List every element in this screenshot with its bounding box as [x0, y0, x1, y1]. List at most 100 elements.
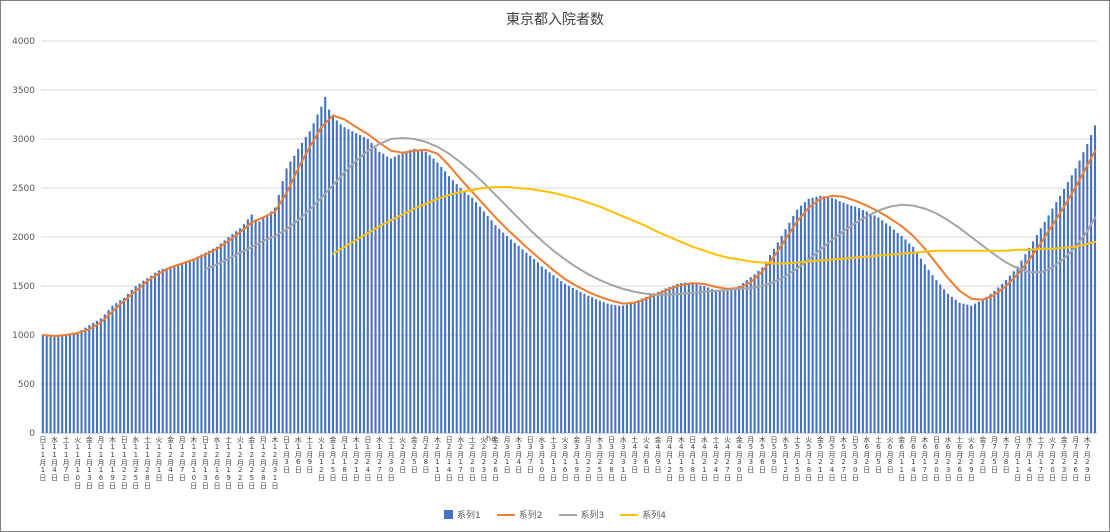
- bar: [738, 286, 741, 433]
- x-axis-label: 火4月27日: [723, 436, 732, 481]
- bar: [343, 127, 346, 433]
- bar: [41, 335, 44, 433]
- bar: [231, 234, 234, 433]
- bar: [579, 291, 582, 433]
- legend-item-系列2[interactable]: 系列2: [496, 508, 543, 521]
- bar: [494, 225, 497, 433]
- x-axis-label: 日7月11日: [1013, 436, 1022, 481]
- bar: [676, 284, 679, 433]
- x-axis-label: 火3月16日: [561, 436, 570, 481]
- bar: [324, 96, 327, 434]
- legend-label: 系列1: [457, 511, 481, 521]
- legend-item-系列4[interactable]: 系列4: [620, 508, 666, 521]
- bar: [432, 158, 435, 433]
- bar: [900, 236, 903, 433]
- legend-label: 系列3: [580, 511, 605, 521]
- bar: [610, 304, 613, 433]
- bar: [227, 237, 230, 433]
- bar: [672, 285, 675, 433]
- legend-label: 系列4: [642, 511, 666, 521]
- x-axis-label: 火1月12日: [317, 436, 326, 481]
- bar: [885, 223, 888, 433]
- x-axis-label: 金2月5日: [410, 436, 419, 473]
- legend-item-系列3[interactable]: 系列3: [558, 508, 605, 521]
- bar: [954, 299, 957, 433]
- stray-annotation: ha: [486, 434, 496, 443]
- bar: [413, 148, 416, 434]
- x-axis-label: 金12月25日: [247, 436, 256, 489]
- bar: [266, 215, 269, 433]
- bar: [490, 220, 493, 433]
- chart-title: 東京都入院者数: [506, 12, 604, 28]
- bar: [312, 123, 315, 434]
- x-axis-label: 日1月24日: [363, 436, 372, 481]
- x-axis-label: 月12月7日: [178, 436, 187, 481]
- x-axis-label: 月5月24日: [828, 436, 836, 481]
- bar: [989, 293, 992, 433]
- x-axis-label: 日1月3日: [282, 436, 291, 473]
- bar: [212, 248, 215, 433]
- legend-item-系列1[interactable]: 系列1: [444, 508, 481, 521]
- bar: [351, 131, 354, 433]
- bar: [1004, 280, 1008, 433]
- bar: [498, 228, 501, 433]
- bar: [358, 135, 362, 433]
- bar: [150, 275, 153, 433]
- bar: [192, 258, 195, 433]
- bar: [277, 194, 280, 433]
- bar: [1086, 143, 1089, 433]
- bar: [788, 222, 791, 433]
- bar: [99, 318, 102, 433]
- x-axis-label: 木7月29日: [1083, 436, 1092, 481]
- bar: [447, 176, 451, 433]
- legend-marker-系列2: [496, 513, 515, 516]
- bar: [215, 246, 218, 433]
- bar: [92, 322, 95, 434]
- bar: [204, 252, 207, 433]
- bar: [57, 336, 60, 433]
- x-axis-label: 木5月6日: [758, 436, 767, 473]
- legend-label: 系列2: [518, 511, 543, 521]
- bar: [181, 263, 184, 433]
- bar: [362, 137, 365, 433]
- x-axis-label: 木4月15日: [677, 436, 686, 481]
- bar: [912, 246, 915, 433]
- bar: [575, 289, 578, 433]
- bar: [606, 303, 609, 433]
- x-axis-label: 水5月12日: [781, 436, 790, 481]
- bar: [536, 262, 540, 433]
- bar: [254, 219, 257, 433]
- bar: [567, 286, 570, 433]
- bar: [424, 151, 427, 433]
- x-axis-label: 火11月10日: [73, 436, 82, 489]
- bar: [618, 305, 621, 433]
- bar: [552, 275, 555, 433]
- bar: [444, 171, 447, 434]
- bar: [977, 301, 980, 433]
- x-axis-label: 金4月9日: [654, 436, 662, 473]
- bar: [482, 211, 485, 433]
- bar: [916, 252, 919, 433]
- legend: 系列1 系列2 系列3 系列4: [1, 508, 1109, 521]
- bar: [714, 289, 717, 433]
- bar: [726, 290, 729, 433]
- x-axis-label: 土12月19日: [224, 436, 233, 489]
- bar: [571, 288, 574, 433]
- bar: [815, 196, 818, 433]
- bar: [819, 195, 822, 433]
- x-axis-label: 水11月4日: [50, 436, 59, 481]
- bar: [680, 283, 683, 433]
- bar: [405, 151, 408, 434]
- bar: [250, 214, 253, 433]
- bar: [200, 254, 203, 433]
- bar: [103, 314, 106, 433]
- x-axis-label: 日3月7日: [526, 436, 535, 473]
- x-axis-label: 土6月5日: [874, 436, 883, 473]
- bar: [560, 281, 563, 433]
- bar: [374, 147, 377, 434]
- bar: [652, 293, 656, 433]
- x-axis-label: 月2月8日: [421, 436, 430, 473]
- bar: [757, 270, 760, 433]
- x-axis-label: 火5月18日: [804, 436, 813, 481]
